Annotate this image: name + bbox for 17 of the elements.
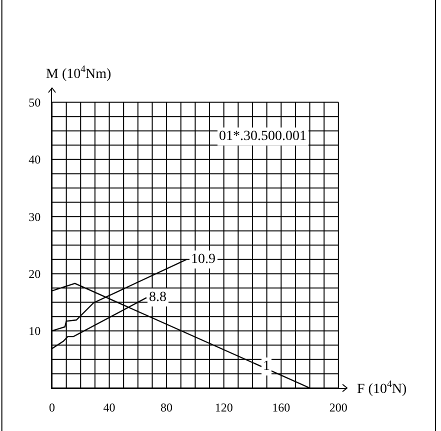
x-tick-label: 40 bbox=[103, 400, 116, 414]
annotation: 1 bbox=[263, 359, 270, 374]
x-tick-label: 120 bbox=[214, 400, 233, 414]
y-tick-label: 50 bbox=[28, 95, 41, 110]
annotation: 01*.30.500.001 bbox=[219, 129, 306, 144]
x-axis-title: F (10$^{4}$N) bbox=[357, 379, 407, 397]
x-tick-label: 200 bbox=[329, 400, 348, 414]
x-tick-label: 160 bbox=[272, 400, 290, 414]
y-tick-label: 40 bbox=[28, 152, 41, 167]
annotation: 10.9 bbox=[191, 252, 216, 267]
y-tick-label: 20 bbox=[28, 266, 41, 281]
x-tick-label: 80 bbox=[160, 400, 173, 414]
x-tick-label: 0 bbox=[49, 400, 55, 414]
annotation: 8.8 bbox=[149, 290, 166, 305]
y-axis-title: M (10$^{4}$Nm) bbox=[46, 64, 112, 82]
y-tick-label: 10 bbox=[28, 324, 41, 338]
y-tick-label: 30 bbox=[28, 210, 41, 224]
